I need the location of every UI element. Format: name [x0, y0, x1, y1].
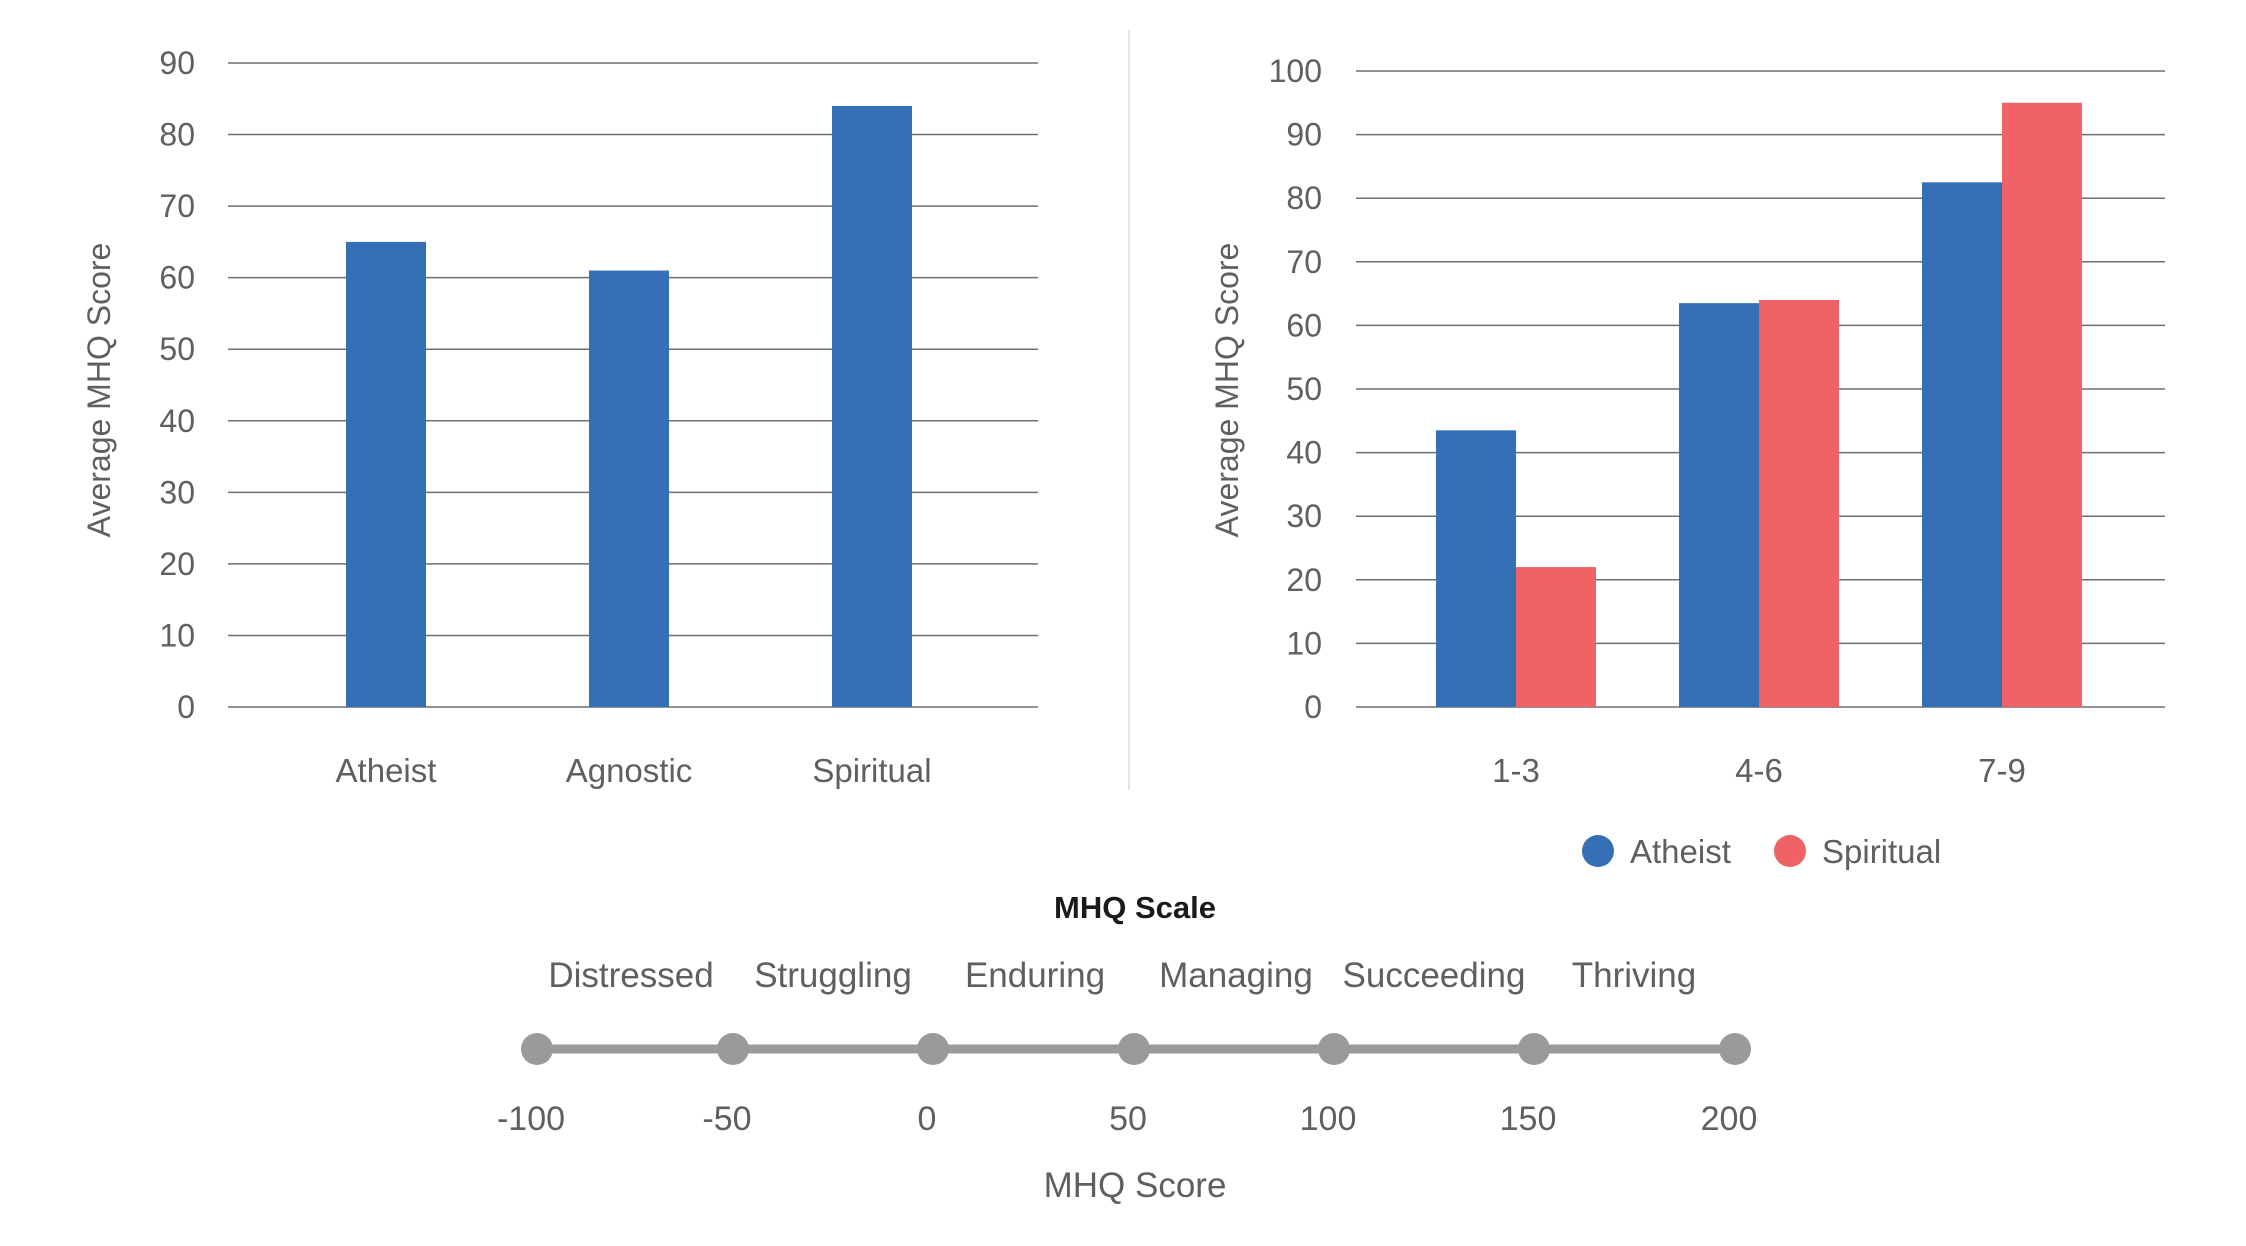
- chart2-x-category-label: 7-9: [1978, 752, 2026, 789]
- chart-spirituality-levels: Average MHQ Score 0 10 20 30 40 50 60 70 80 90 100…: [1209, 53, 2165, 789]
- chart1-y-tick-label: 0: [177, 689, 195, 725]
- chart2-legend: Atheist Spiritual: [1582, 833, 1941, 870]
- scale-dot: [521, 1033, 553, 1065]
- legend-label-atheist: Atheist: [1630, 833, 1731, 870]
- chart1-x-category-label: Spiritual: [812, 752, 931, 789]
- mhq-scale: MHQ Scale MHQ Score -100 -50 0 50 100 150 200 D…: [497, 890, 1757, 1205]
- scale-dot: [1318, 1033, 1350, 1065]
- chart1-y-tick-label: 10: [159, 617, 195, 653]
- chart2-y-tick-label: 50: [1286, 371, 1322, 407]
- chart2-bar-atheist-4-6: [1679, 303, 1759, 707]
- legend-swatch-atheist: [1582, 835, 1614, 867]
- chart2-bar-spiritual-7-9: [2002, 102, 2082, 708]
- chart2-y-tick-label: 80: [1286, 180, 1322, 216]
- scale-tick-label: 200: [1701, 1100, 1758, 1138]
- chart1-y-tick-label: 70: [159, 188, 195, 224]
- scale-category-label: Struggling: [754, 956, 912, 995]
- chart1-y-tick-label: 50: [159, 331, 195, 367]
- chart2-y-axis-title: Average MHQ Score: [1209, 243, 1245, 538]
- chart2-y-tick-label: 10: [1286, 625, 1322, 661]
- chart1-y-tick-label: 20: [159, 546, 195, 582]
- chart2-bar-atheist-7-9: [1922, 182, 2002, 708]
- chart2-y-tick-label: 60: [1286, 307, 1322, 343]
- chart-religion-groups: Average MHQ Score 0 10 20 30 40 50 60 70 80 90 Ath…: [81, 45, 1038, 789]
- scale-dot: [717, 1033, 749, 1065]
- scale-category-label: Distressed: [548, 956, 713, 995]
- chart1-bar-value-agnostic: [589, 270, 669, 707]
- chart2-y-tick-label: 70: [1286, 244, 1322, 280]
- chart1-y-tick-label: 40: [159, 403, 195, 439]
- scale-tick-label: 150: [1500, 1100, 1557, 1138]
- legend-swatch-spiritual: [1774, 835, 1806, 867]
- chart2-y-tick-label: 0: [1304, 689, 1322, 725]
- chart2-bar-spiritual-1-3: [1516, 567, 1596, 707]
- scale-category-label: Thriving: [1572, 956, 1696, 995]
- chart1-y-tick-label: 60: [159, 260, 195, 296]
- scale-tick-label: -100: [497, 1100, 565, 1138]
- chart2-x-category-label: 4-6: [1735, 752, 1783, 789]
- scale-dot: [1518, 1033, 1550, 1065]
- scale-dot: [1719, 1033, 1751, 1065]
- scale-axis-title: MHQ Score: [1044, 1166, 1227, 1205]
- chart1-bar-value-atheist: [346, 241, 426, 707]
- scale-category-label: Managing: [1159, 956, 1313, 995]
- scale-tick-label: -50: [702, 1100, 751, 1138]
- chart2-y-tick-label: 20: [1286, 562, 1322, 598]
- scale-dot: [917, 1033, 949, 1065]
- scale-title: MHQ Scale: [1054, 890, 1216, 925]
- scale-dot: [1118, 1033, 1150, 1065]
- chart1-y-tick-label: 80: [159, 117, 195, 153]
- chart2-bar-spiritual-4-6: [1759, 299, 1839, 707]
- chart1-x-category-label: Agnostic: [566, 752, 693, 789]
- chart2-y-tick-label: 30: [1286, 498, 1322, 534]
- scale-tick-label: 0: [918, 1100, 937, 1138]
- chart1-y-tick-label: 90: [159, 45, 195, 81]
- chart1-y-axis-title: Average MHQ Score: [81, 243, 117, 538]
- chart2-y-tick-label: 40: [1286, 435, 1322, 471]
- legend-label-spiritual: Spiritual: [1822, 833, 1941, 870]
- chart1-x-category-label: Atheist: [336, 752, 437, 789]
- chart2-y-tick-label: 100: [1269, 53, 1322, 89]
- chart2-y-tick-label: 90: [1286, 117, 1322, 153]
- scale-category-label: Succeeding: [1343, 956, 1526, 995]
- chart2-x-category-label: 1-3: [1492, 752, 1540, 789]
- scale-category-label: Enduring: [965, 956, 1105, 995]
- scale-tick-label: 100: [1300, 1100, 1357, 1138]
- chart2-bar-atheist-1-3: [1436, 430, 1516, 707]
- scale-tick-label: 50: [1109, 1100, 1147, 1138]
- chart1-y-tick-label: 30: [159, 474, 195, 510]
- chart1-bar-value-spiritual: [832, 105, 912, 707]
